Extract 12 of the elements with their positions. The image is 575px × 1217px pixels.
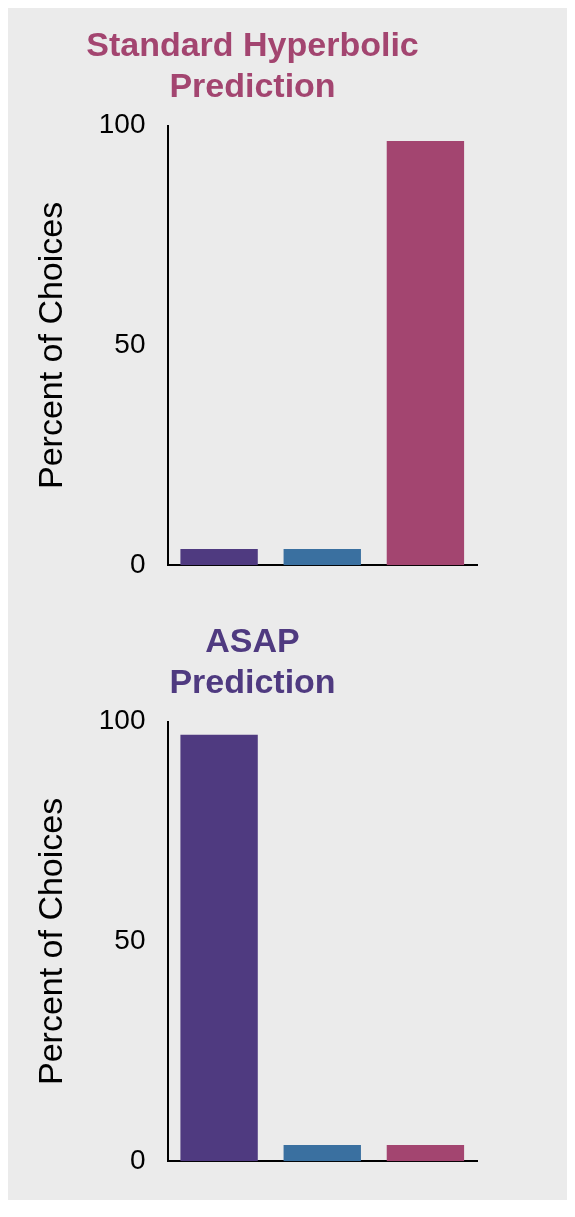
text: Standard Hyperbolic	[86, 24, 419, 63]
y-axis-title: Percent of Choices	[30, 201, 69, 490]
text: Prediction	[169, 661, 336, 700]
y-tick-label: 50	[114, 328, 146, 360]
text: ASAP	[205, 620, 300, 659]
text: Prediction	[169, 65, 336, 104]
y-axis-title: Percent of Choices	[30, 797, 69, 1086]
y-tick-label: 50	[114, 924, 146, 956]
y-tick-label: 0	[129, 1143, 146, 1175]
y-tick-label: 0	[129, 547, 146, 579]
y-tick-label: 100	[98, 108, 146, 140]
y-tick-label: 100	[98, 704, 146, 736]
